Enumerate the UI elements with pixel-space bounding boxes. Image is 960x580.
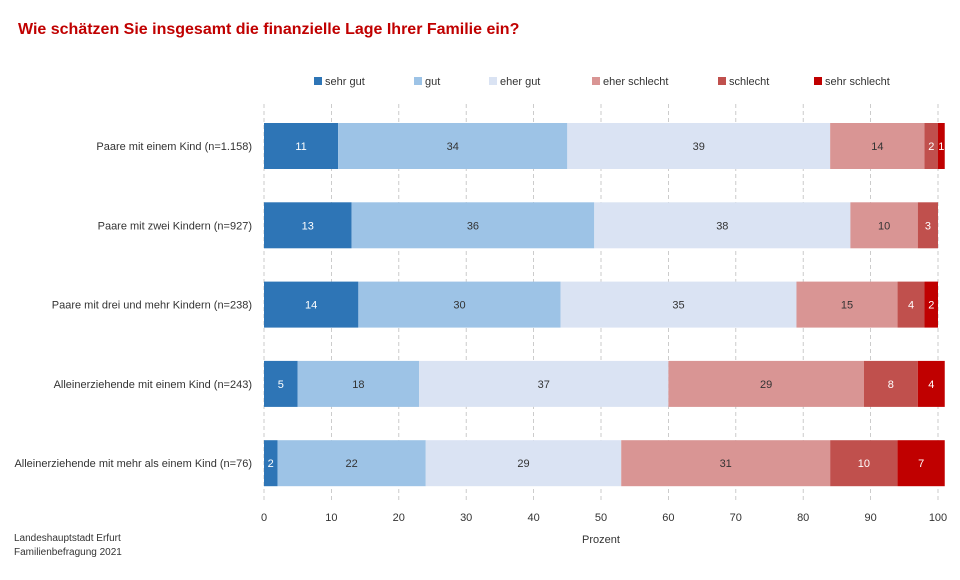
data-label: 31 — [720, 458, 732, 470]
data-label: 30 — [453, 300, 465, 312]
legend-label: sehr schlecht — [825, 76, 890, 88]
category-label: Paare mit zwei Kindern (n=927) — [98, 220, 252, 232]
data-label: 14 — [871, 141, 883, 153]
x-tick-label: 90 — [864, 512, 876, 524]
bar-segment — [338, 123, 568, 169]
source-line-1: Landeshauptstadt Erfurt — [14, 533, 121, 544]
bar-segment — [358, 281, 561, 328]
x-tick-label: 20 — [393, 512, 405, 524]
bar-segment — [425, 440, 622, 487]
legend-swatch — [592, 77, 600, 85]
data-label: 35 — [672, 300, 684, 312]
data-label: 4 — [928, 379, 934, 391]
data-label: 22 — [345, 458, 357, 470]
legend-label: schlecht — [729, 76, 769, 88]
legend-swatch — [718, 77, 726, 85]
data-label: 14 — [305, 300, 317, 312]
data-label: 37 — [538, 379, 550, 391]
source-line-2: Familienbefragung 2021 — [14, 547, 122, 558]
bar-segment — [830, 123, 925, 169]
data-label: 18 — [352, 379, 364, 391]
data-label: 2 — [268, 458, 274, 470]
x-tick-label: 40 — [527, 512, 539, 524]
data-label: 4 — [908, 300, 914, 312]
category-label: Alleinerziehende mit mehr als einem Kind… — [14, 458, 252, 470]
data-label: 8 — [888, 379, 894, 391]
bar-segment — [419, 360, 669, 407]
data-label: 29 — [760, 379, 772, 391]
data-label: 1 — [938, 141, 944, 153]
bar-segment — [938, 123, 945, 169]
chart-title: Wie schätzen Sie insgesamt die finanziel… — [18, 21, 520, 38]
data-label: 36 — [467, 220, 479, 232]
data-label: 7 — [918, 458, 924, 470]
bar-segment — [668, 360, 864, 407]
bar-segment — [351, 202, 595, 249]
x-tick-label: 100 — [929, 512, 947, 524]
x-tick-label: 0 — [261, 512, 267, 524]
bar-segment — [560, 281, 797, 328]
x-tick-label: 50 — [595, 512, 607, 524]
legend-swatch — [414, 77, 422, 85]
x-axis-title: Prozent — [582, 534, 620, 546]
bar-segment — [917, 202, 938, 249]
bar-segment — [863, 360, 918, 407]
legend-label: gut — [425, 76, 440, 88]
bar-segment — [264, 440, 278, 487]
bar-segment — [924, 281, 938, 328]
data-label: 10 — [858, 458, 870, 470]
x-tick-label: 80 — [797, 512, 809, 524]
bar-segment — [924, 123, 938, 169]
bar-segment — [621, 440, 831, 487]
data-label: 15 — [841, 300, 853, 312]
data-label: 38 — [716, 220, 728, 232]
data-label: 5 — [278, 379, 284, 391]
bar-segment — [850, 202, 918, 249]
data-label: 10 — [878, 220, 890, 232]
bar-segment — [594, 202, 851, 249]
x-tick-label: 10 — [325, 512, 337, 524]
data-label: 29 — [517, 458, 529, 470]
bar-segment — [897, 440, 945, 487]
legend-label: sehr gut — [325, 76, 365, 88]
bar-segment — [264, 281, 359, 328]
data-label: 34 — [447, 141, 459, 153]
data-label: 11 — [295, 141, 306, 153]
bar-segment — [830, 440, 898, 487]
legend-swatch — [314, 77, 322, 85]
legend-swatch — [814, 77, 822, 85]
bar-segment — [264, 360, 298, 407]
legend-swatch — [489, 77, 497, 85]
data-label: 2 — [928, 141, 934, 153]
bar-segment — [796, 281, 898, 328]
legend-label: eher gut — [500, 76, 540, 88]
bar-segment — [264, 202, 352, 249]
legend-label: eher schlecht — [603, 76, 668, 88]
bar-segment — [897, 281, 925, 328]
bar-segment — [277, 440, 426, 487]
category-label: Paare mit drei und mehr Kindern (n=238) — [52, 300, 252, 312]
data-label: 2 — [928, 300, 934, 312]
x-tick-label: 60 — [662, 512, 674, 524]
x-tick-label: 70 — [730, 512, 742, 524]
bar-segment — [567, 123, 831, 169]
x-tick-label: 30 — [460, 512, 472, 524]
data-label: 39 — [693, 141, 705, 153]
category-label: Alleinerziehende mit einem Kind (n=243) — [54, 379, 252, 391]
data-label: 13 — [302, 220, 314, 232]
bar-segment — [264, 123, 339, 169]
bar-segment — [297, 360, 420, 407]
data-label: 3 — [925, 220, 931, 232]
bar-segment — [917, 360, 945, 407]
category-label: Paare mit einem Kind (n=1.158) — [96, 141, 252, 153]
